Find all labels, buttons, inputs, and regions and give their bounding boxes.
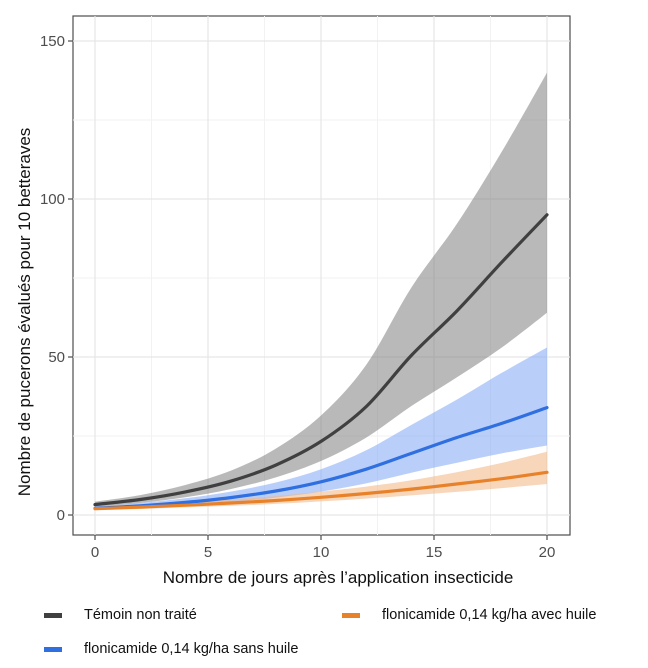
y-tick-label: 150 [40,33,65,50]
x-tick-label: 0 [91,544,99,561]
chart: 0 5 10 15 20 0 50 100 150 Nombre de jours après … [15,15,571,587]
legend-item-temoin: Témoin non traité [44,607,197,623]
line-temoin [93,213,549,507]
x-tick-label: 10 [313,544,330,561]
legend-key-temoin [44,612,62,618]
band-sans-huile [95,347,547,510]
x-tick-label: 20 [539,544,556,561]
legend-key-sans-huile [44,646,62,652]
band-temoin [95,72,547,507]
legend-key-avec-huile [342,612,360,618]
line-sans-huile [93,406,549,510]
x-tick-label: 5 [204,544,212,561]
x-tick-label: 15 [426,544,443,561]
y-axis-title: Nombre de pucerons évalués pour 10 bette… [15,128,34,497]
y-tick-label: 0 [57,507,65,524]
legend-item-avec-huile: flonicamide 0,14 kg/ha avec huile [342,607,596,623]
axes: 0 5 10 15 20 0 50 100 150 [40,33,555,561]
x-axis-title: Nombre de jours après l’application inse… [163,568,514,587]
legend-label-temoin: Témoin non traité [84,607,197,623]
series-lines [93,213,549,511]
legend-label-sans-huile: flonicamide 0,14 kg/ha sans huile [84,641,299,657]
y-tick-label: 50 [48,349,65,366]
y-tick-label: 100 [40,191,65,208]
legend-label-avec-huile: flonicamide 0,14 kg/ha avec huile [382,607,597,623]
line-avec-huile [93,470,549,511]
legend-item-sans-huile: flonicamide 0,14 kg/ha sans huile [44,641,298,657]
legend: Témoin non traité flonicamide 0,14 kg/ha… [0,600,648,668]
